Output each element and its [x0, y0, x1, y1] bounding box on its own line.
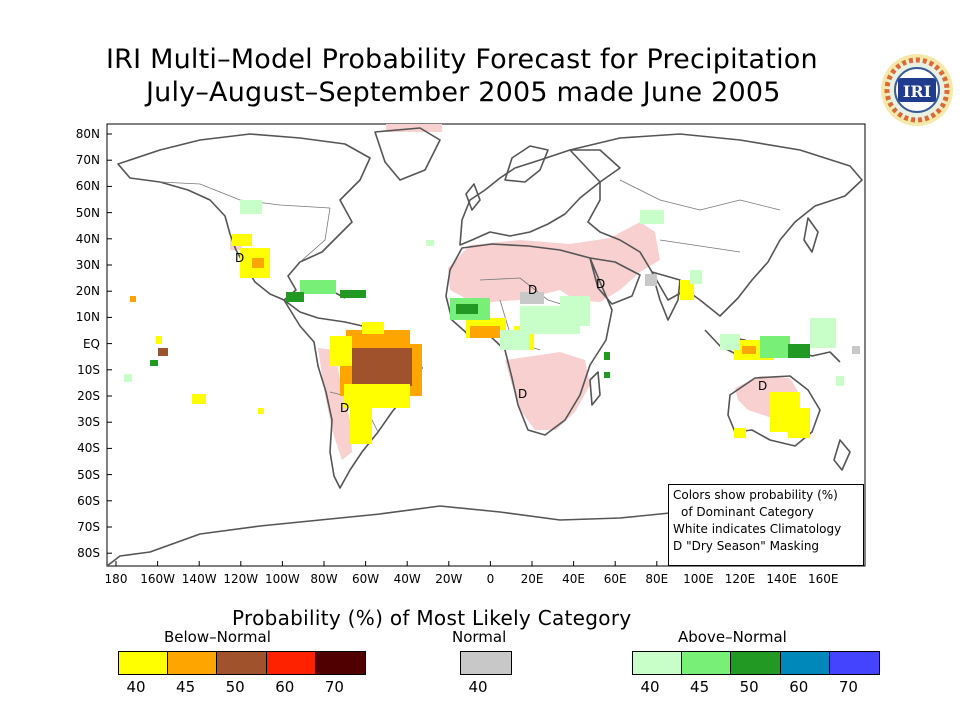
normal-patches [520, 274, 860, 354]
lat-label: 20N [75, 284, 100, 299]
colorbar-tick-label: 45 [176, 678, 196, 696]
lon-label: 40W [393, 572, 421, 586]
lon-label: 60W [352, 572, 380, 586]
lon-label: 120E [724, 572, 756, 586]
colorbar-tick-label: 40 [640, 678, 660, 696]
lon-label: 0 [486, 572, 495, 586]
lon-label: 80E [645, 572, 669, 586]
lat-label: EQ [82, 336, 100, 351]
lon-label: 140W [181, 572, 217, 586]
dry-marker-arabia: D [596, 277, 605, 291]
lat-ticks [107, 133, 112, 554]
lon-label: 120W [223, 572, 259, 586]
below-normal-colorbar [118, 651, 366, 675]
lat-label: 50N [75, 205, 100, 220]
lon-label: 40E [562, 572, 586, 586]
dry-marker-mexico: D [235, 251, 244, 265]
dry-marker-sahel: D [528, 283, 537, 297]
legend-dry-season-text: "Dry Season" Masking [686, 539, 820, 553]
lat-label: 10S [77, 362, 100, 377]
antarctica-outline [106, 505, 863, 567]
legend-line3: White indicates Climatology [673, 522, 842, 536]
colorbar-tick-label: 70 [324, 678, 344, 696]
australia-outline [727, 375, 821, 447]
colorbar-swatch [682, 652, 732, 674]
legend-d-symbol: D [673, 539, 683, 553]
lon-label: 140E [766, 572, 797, 586]
asia-outline [569, 133, 863, 317]
normal-colorbar [460, 651, 512, 675]
colorbar-tick-label: 60 [275, 678, 295, 696]
lon-label: 20W [435, 572, 463, 586]
map-legend-box: Colors show probability (%) of Dominant … [668, 484, 864, 566]
map-title-line2: July–August–September 2005 made June 200… [146, 77, 781, 108]
colorbar-swatch [731, 652, 781, 674]
lon-label: 100E [683, 572, 714, 586]
colorbar-swatch [461, 652, 511, 674]
dry-season-markers: D D D D D D [235, 251, 767, 415]
logo-text: IRI [903, 82, 931, 101]
colorbar-tick-label: 40 [468, 678, 488, 696]
lat-label: 50S [77, 467, 100, 482]
lon-ticks [115, 561, 824, 566]
continent-outlines [106, 127, 863, 567]
lon-label: 160W [140, 572, 175, 586]
below-normal-label: Below–Normal [164, 628, 271, 646]
colorbar-title: Probability (%) of Most Likely Category [232, 606, 632, 630]
colorbar-swatch [315, 652, 365, 674]
colorbar-tick-label: 60 [789, 678, 809, 696]
legend-line1: Colors show probability (%) [673, 488, 838, 502]
lat-label: 40S [77, 441, 100, 456]
above-normal-colorbar [632, 651, 880, 675]
lat-label: 20S [77, 389, 100, 403]
normal-label: Normal [452, 628, 507, 646]
legend-line2: of Dominant Category [681, 505, 814, 519]
lon-label: 180 [104, 572, 128, 586]
lat-label: 70S [77, 520, 100, 534]
colorbar-swatch [633, 652, 683, 674]
lat-label: 80S [77, 546, 100, 561]
colorbar-swatch [119, 652, 169, 674]
above-normal-label: Above–Normal [678, 628, 787, 646]
north-america-outline [117, 133, 371, 301]
lat-label: 70N [75, 153, 100, 168]
below-normal-patches [130, 234, 810, 444]
greenland-outline [374, 127, 441, 181]
lon-label: 20E [520, 572, 544, 586]
dry-marker-s-africa: D [518, 387, 527, 401]
above-normal-patches [124, 200, 844, 386]
lat-label: 10N [75, 310, 100, 325]
lat-label: 30N [75, 258, 100, 272]
lat-label: 60N [75, 179, 100, 194]
lat-label: 30S [77, 415, 100, 430]
colorbar-swatch [217, 652, 267, 674]
south-america-outline [283, 299, 423, 489]
lon-label: 80W [310, 572, 338, 586]
lon-label: 60E [603, 572, 627, 586]
legend-line4: D "Dry Season" Masking [673, 538, 859, 555]
lon-label: 160E [807, 572, 839, 586]
colorbar-tick-label: 40 [126, 678, 146, 696]
colorbar-swatch [829, 652, 879, 674]
map-title-line1: IRI Multi–Model Probability Forecast for… [106, 44, 818, 75]
colorbar-swatch [168, 652, 218, 674]
colorbar-tick-label: 70 [838, 678, 858, 696]
dry-marker-australia: D [758, 379, 767, 393]
lat-label: 60S [77, 493, 100, 508]
colorbar-swatch [266, 652, 316, 674]
colorbar-tick-label: 45 [690, 678, 710, 696]
colorbar-tick-label: 50 [225, 678, 245, 696]
europe-outline [459, 149, 621, 246]
colorbar-swatch [780, 652, 830, 674]
lat-label: 40N [75, 231, 100, 246]
colorbar-tick-label: 50 [739, 678, 759, 696]
lon-label: 100W [265, 572, 300, 586]
iri-logo: IRI [881, 54, 953, 126]
lat-label: 80N [75, 127, 100, 141]
dry-marker-s-america: D [340, 401, 349, 415]
dry-season-mask [230, 124, 800, 460]
